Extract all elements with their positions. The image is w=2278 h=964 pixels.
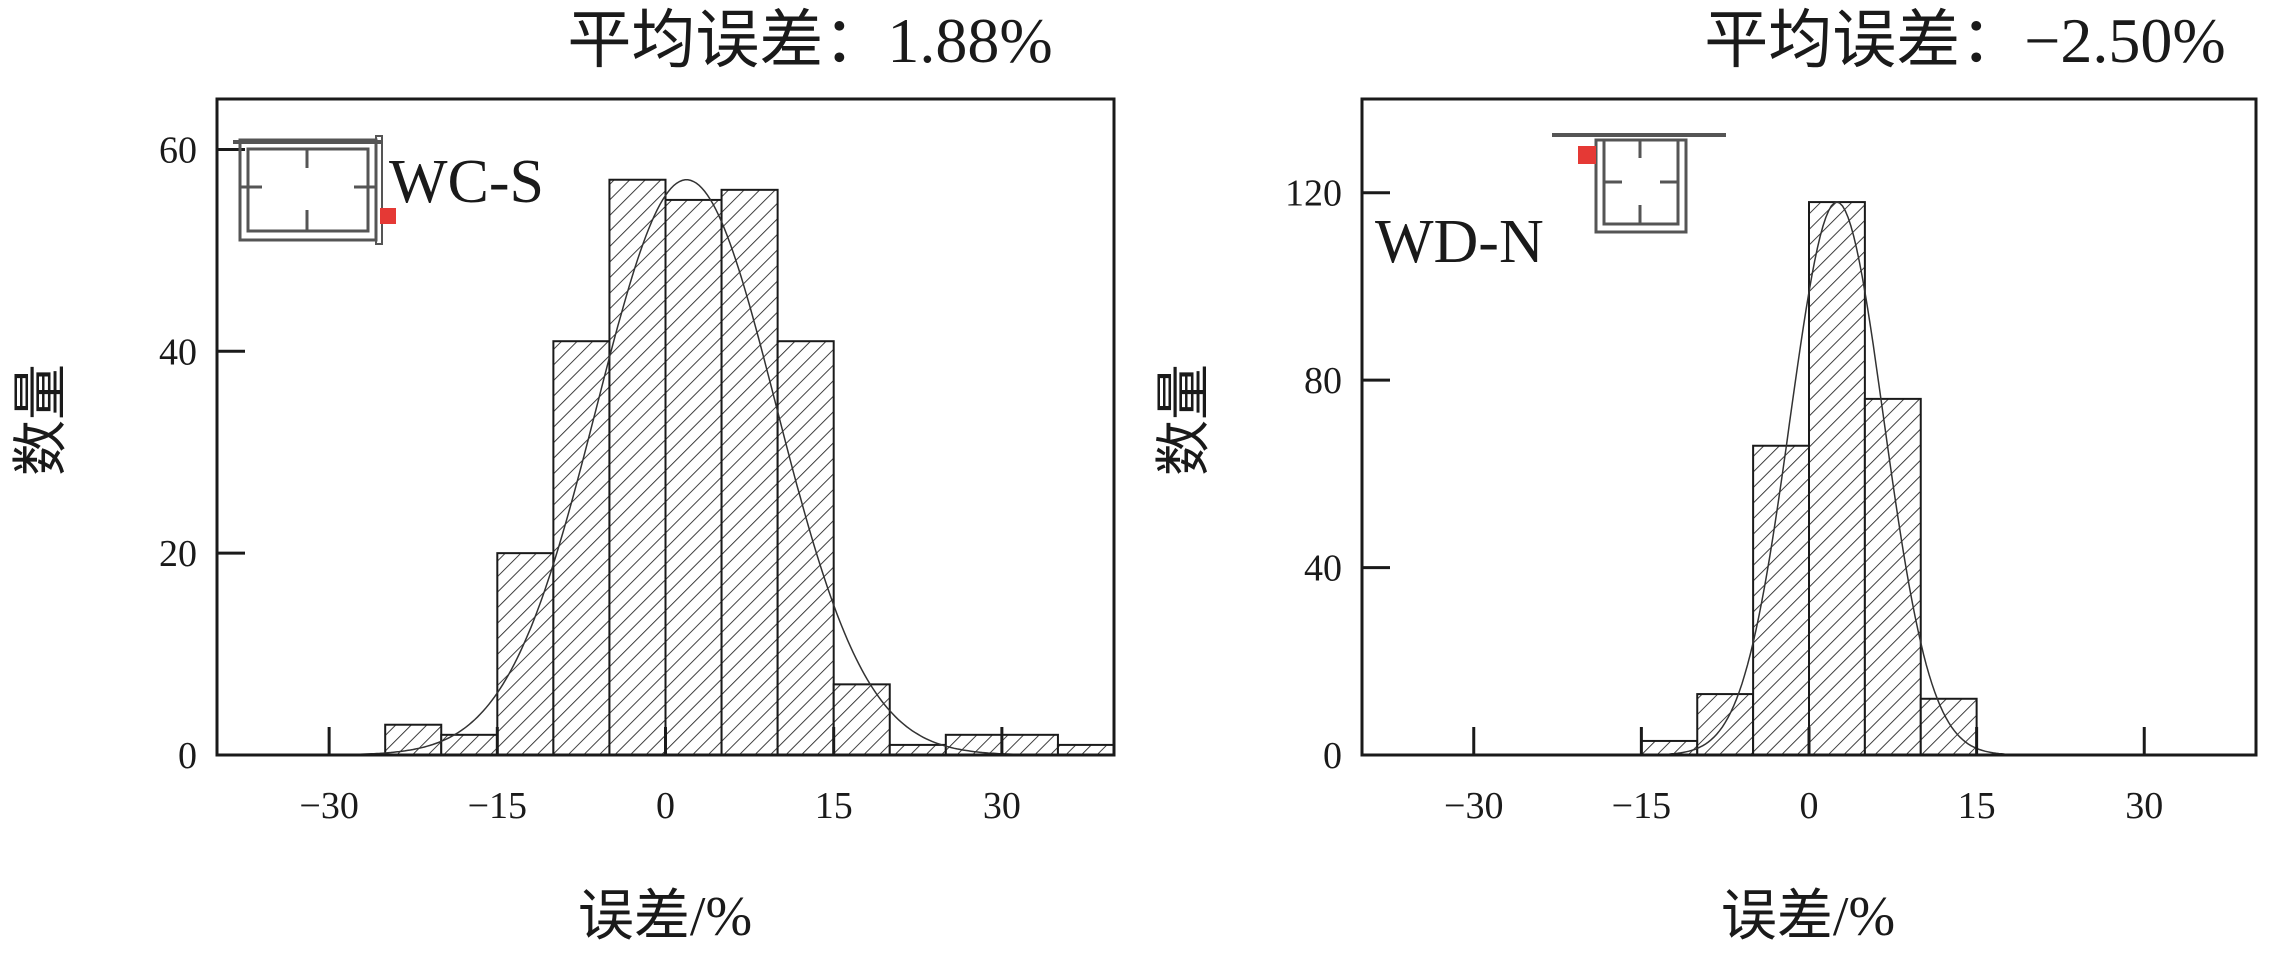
histogram-bar bbox=[1808, 201, 1866, 757]
axis-ticks: −30 −15 0 15 30 0 40 80 120 bbox=[1285, 173, 2163, 827]
y-tick-label: 20 bbox=[159, 533, 197, 575]
histogram-bar bbox=[888, 743, 947, 757]
x-tick-label: −30 bbox=[299, 785, 358, 827]
panel-title: 平均误差：−2.50% bbox=[1704, 5, 2225, 76]
bars bbox=[384, 178, 1115, 757]
y-tick-label: 0 bbox=[1323, 735, 1342, 777]
axis-ticks: −30 −15 0 15 30 0 20 40 60 bbox=[159, 129, 1021, 827]
y-tick-label: 40 bbox=[1304, 548, 1342, 590]
panel-wc-s: 平均误差：1.88% −30 −15 0 15 30 0 20 40 60 误差/% 数量 WC… bbox=[11, 5, 1116, 948]
histogram-bar bbox=[776, 340, 835, 756]
y-axis-label: 数量 bbox=[1154, 364, 1216, 476]
y-tick-label: 80 bbox=[1304, 360, 1342, 402]
histogram-bar bbox=[720, 188, 779, 757]
x-axis-label: 误差/% bbox=[578, 886, 752, 948]
y-tick-label: 40 bbox=[159, 331, 197, 373]
x-axis-label: 误差/% bbox=[1721, 886, 1895, 948]
histogram-bar bbox=[1000, 733, 1059, 756]
section-icon bbox=[233, 135, 383, 245]
histogram-bar bbox=[1056, 743, 1115, 757]
y-axis-label: 数量 bbox=[11, 364, 73, 476]
x-tick-label: 0 bbox=[1800, 785, 1819, 827]
x-tick-label: 0 bbox=[656, 785, 675, 827]
x-tick-label: −15 bbox=[1612, 785, 1671, 827]
bars bbox=[1640, 201, 1978, 757]
histogram-bar bbox=[384, 723, 443, 757]
x-tick-label: −15 bbox=[468, 785, 527, 827]
histogram-bar bbox=[1919, 697, 1978, 756]
x-tick-label: −30 bbox=[1444, 785, 1503, 827]
y-tick-label: 0 bbox=[178, 735, 197, 777]
x-tick-label: 30 bbox=[983, 785, 1021, 827]
x-tick-label: 15 bbox=[1958, 785, 1996, 827]
histogram-bar bbox=[664, 198, 723, 756]
y-tick-label: 60 bbox=[159, 129, 197, 171]
histogram-bar bbox=[1696, 693, 1755, 756]
section-label: WD-N bbox=[1375, 208, 1544, 276]
x-tick-label: 30 bbox=[2125, 785, 2163, 827]
histogram-bar bbox=[552, 340, 611, 756]
red-marker-icon bbox=[380, 208, 396, 224]
y-tick-label: 120 bbox=[1285, 173, 1342, 215]
panel-title: 平均误差：1.88% bbox=[567, 5, 1052, 76]
section-label: WC-S bbox=[389, 148, 544, 216]
histogram-bar bbox=[496, 552, 555, 757]
x-tick-label: 15 bbox=[815, 785, 853, 827]
red-marker-icon bbox=[1578, 146, 1596, 164]
section-icon bbox=[1552, 133, 1726, 234]
histogram-bar bbox=[1863, 397, 1922, 756]
histogram-bar bbox=[832, 683, 891, 756]
histogram-bar bbox=[608, 178, 667, 756]
histogram-bar bbox=[1640, 739, 1699, 757]
